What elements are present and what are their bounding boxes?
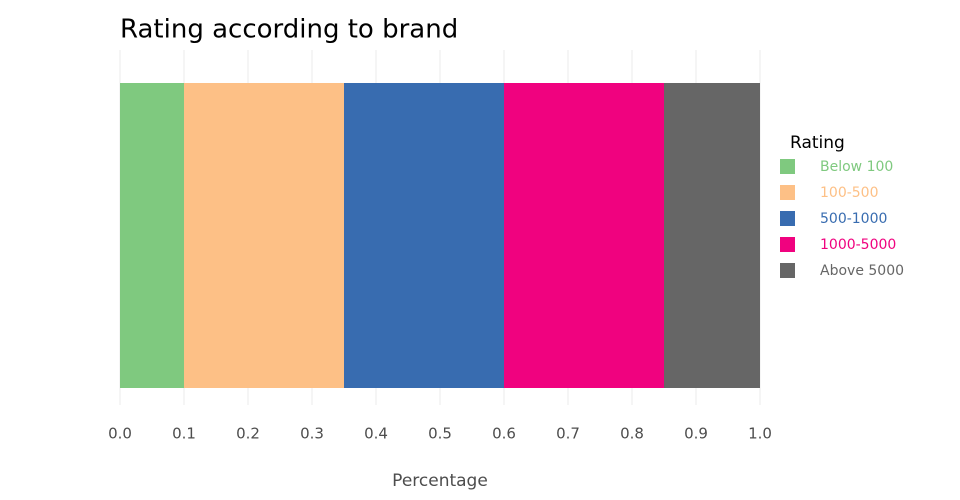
bar-segment [184,83,344,388]
x-tick-label: 0.7 [556,425,580,443]
x-tick-label: 1.0 [748,425,772,443]
legend-swatch [780,185,795,200]
legend-label: Below 100 [820,159,893,175]
legend-swatch [780,263,795,278]
legend-label: 1000-5000 [820,237,896,253]
legend-swatch [780,237,795,252]
bar-segment [120,83,184,388]
x-tick-label: 0.6 [492,425,516,443]
x-tick-label: 0.5 [428,425,452,443]
legend-label: Above 5000 [820,263,904,279]
legend-swatch [780,211,795,226]
x-tick-label: 0.1 [172,425,196,443]
x-tick-label: 0.0 [108,425,132,443]
chart-title: Rating according to brand [120,15,458,45]
legend-label: 500-1000 [820,211,887,227]
x-tick-label: 0.4 [364,425,388,443]
bar-segment [344,83,504,388]
x-tick-label: 0.3 [300,425,324,443]
legend-swatch [780,159,795,174]
legend-label: 100-500 [820,185,879,201]
bar-segment [504,83,664,388]
x-tick-label: 0.8 [620,425,644,443]
legend-title: Rating [790,133,845,153]
x-tick-label: 0.9 [684,425,708,443]
x-axis-title: Percentage [392,471,488,491]
bar-segment [664,83,760,388]
x-tick-label: 0.2 [236,425,260,443]
